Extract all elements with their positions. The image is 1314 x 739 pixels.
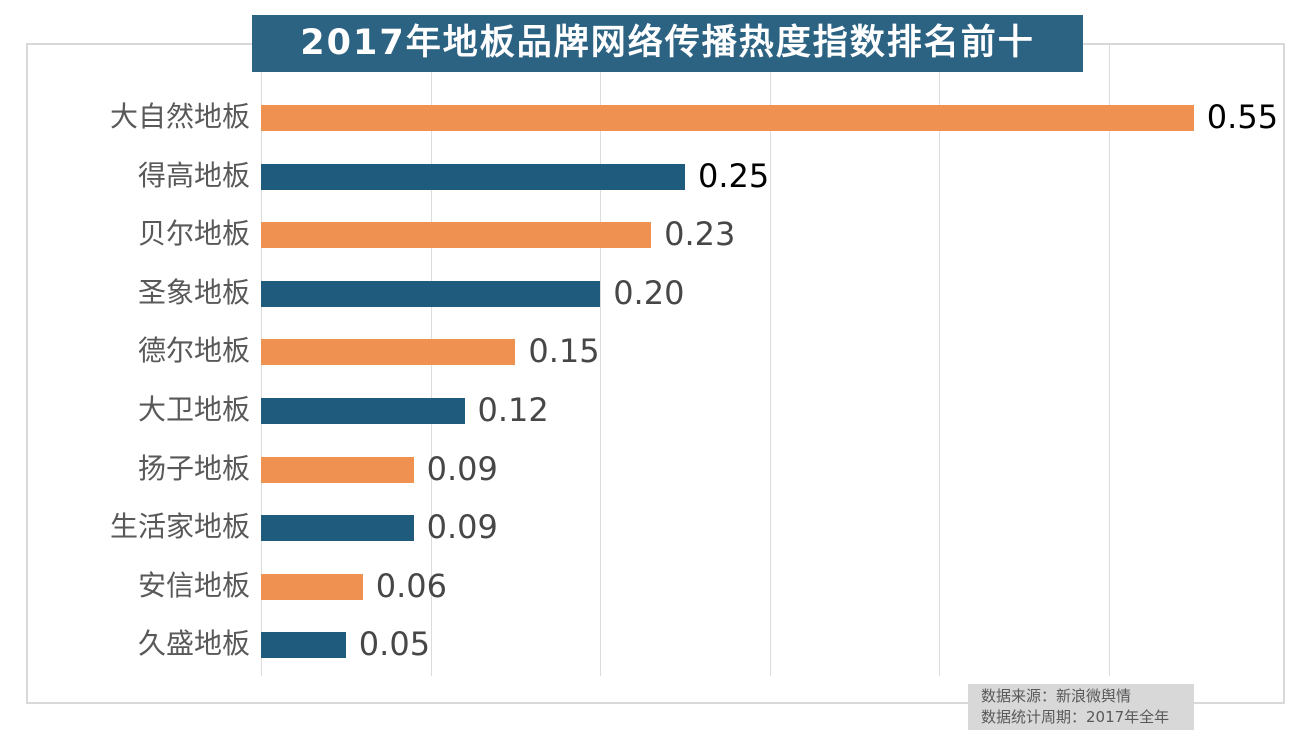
bar — [261, 339, 516, 366]
category-label: 得高地板 — [137, 158, 250, 192]
data-source-note: 数据来源：新浪微舆情 数据统计周期：2017年全年 — [968, 684, 1194, 730]
chart-row: 生活家地板 0.09 — [28, 508, 1283, 546]
value-label: 0.20 — [613, 273, 685, 312]
bar — [261, 573, 363, 600]
value-label: 0.09 — [426, 508, 498, 547]
chart-title: 2017年地板品牌网络传播热度指数排名前十 — [252, 15, 1083, 72]
category-label: 扬子地板 — [137, 451, 250, 485]
bar — [261, 280, 601, 307]
value-label: 0.25 — [698, 156, 770, 195]
chart-row: 大卫地板 0.12 — [28, 391, 1283, 429]
gridline — [939, 45, 941, 676]
value-label: 0.55 — [1206, 98, 1279, 136]
value-label: 0.09 — [426, 449, 498, 488]
chart-row: 久盛地板 0.05 — [28, 625, 1283, 663]
bar — [261, 105, 1194, 131]
chart-row: 安信地板 0.06 — [28, 567, 1283, 605]
bar — [261, 515, 414, 542]
category-label: 安信地板 — [137, 568, 250, 602]
category-label: 大自然地板 — [109, 100, 250, 133]
bar — [261, 163, 685, 190]
gridline — [1109, 45, 1110, 676]
chart-row: 圣象地板 0.20 — [28, 274, 1283, 312]
plot-area: 大自然地板 0.55 得高地板 0.25 贝尔地板 0.23 圣象地板 0.20 德尔地板 0.1… — [26, 43, 1285, 704]
value-label: 0.12 — [477, 391, 549, 429]
category-label: 久盛地板 — [137, 627, 250, 661]
gridline — [600, 45, 602, 676]
value-label: 0.15 — [528, 332, 600, 371]
bar — [261, 222, 652, 249]
data-period-line: 数据统计周期：2017年全年 — [981, 708, 1170, 726]
data-source-line: 数据来源：新浪微舆情 — [981, 687, 1132, 705]
value-label: 0.23 — [664, 215, 736, 254]
category-label: 贝尔地板 — [137, 217, 250, 251]
chart-row: 得高地板 0.25 — [28, 157, 1283, 195]
bar — [261, 632, 346, 659]
category-label: 圣象地板 — [137, 275, 250, 309]
category-label: 生活家地板 — [109, 510, 250, 544]
category-label: 德尔地板 — [137, 334, 250, 368]
value-label: 0.06 — [375, 566, 447, 605]
gridline — [769, 45, 771, 676]
category-label: 大卫地板 — [137, 393, 250, 426]
value-label: 0.05 — [358, 625, 431, 664]
chart-row: 德尔地板 0.15 — [28, 332, 1283, 370]
chart-row: 扬子地板 0.09 — [28, 450, 1283, 488]
chart-row: 大自然地板 0.55 — [28, 98, 1283, 136]
chart-row: 贝尔地板 0.23 — [28, 215, 1283, 253]
bar — [261, 456, 414, 483]
bar — [261, 398, 465, 424]
